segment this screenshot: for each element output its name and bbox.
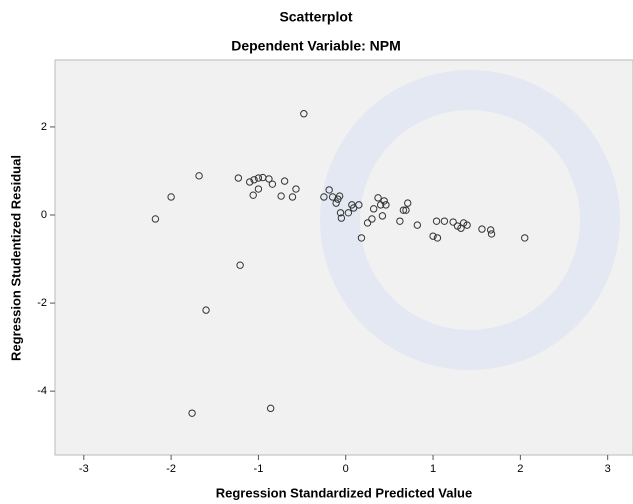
x-tick-label: 3 [605,463,611,475]
x-tick-label: 1 [430,463,436,475]
x-axis-label: Regression Standardized Predicted Value [216,485,472,500]
x-tick-label: -2 [166,463,176,475]
x-tick-label: 0 [343,463,349,475]
x-tick-label: -3 [79,463,89,475]
y-tick-label: 0 [41,209,47,221]
chart-title: Scatterplot [279,9,352,25]
chart-subtitle: Dependent Variable: NPM [231,38,401,54]
y-tick-label: -2 [37,297,47,309]
chart: Scatterplot Dependent Variable: NPM Regr… [0,0,633,504]
x-tick-label: -1 [254,463,264,475]
y-tick-label: -4 [37,385,47,397]
y-tick-label: 2 [41,121,47,133]
x-tick-label: 2 [517,463,523,475]
y-axis-label: Regression Studentized Residual [8,155,23,361]
